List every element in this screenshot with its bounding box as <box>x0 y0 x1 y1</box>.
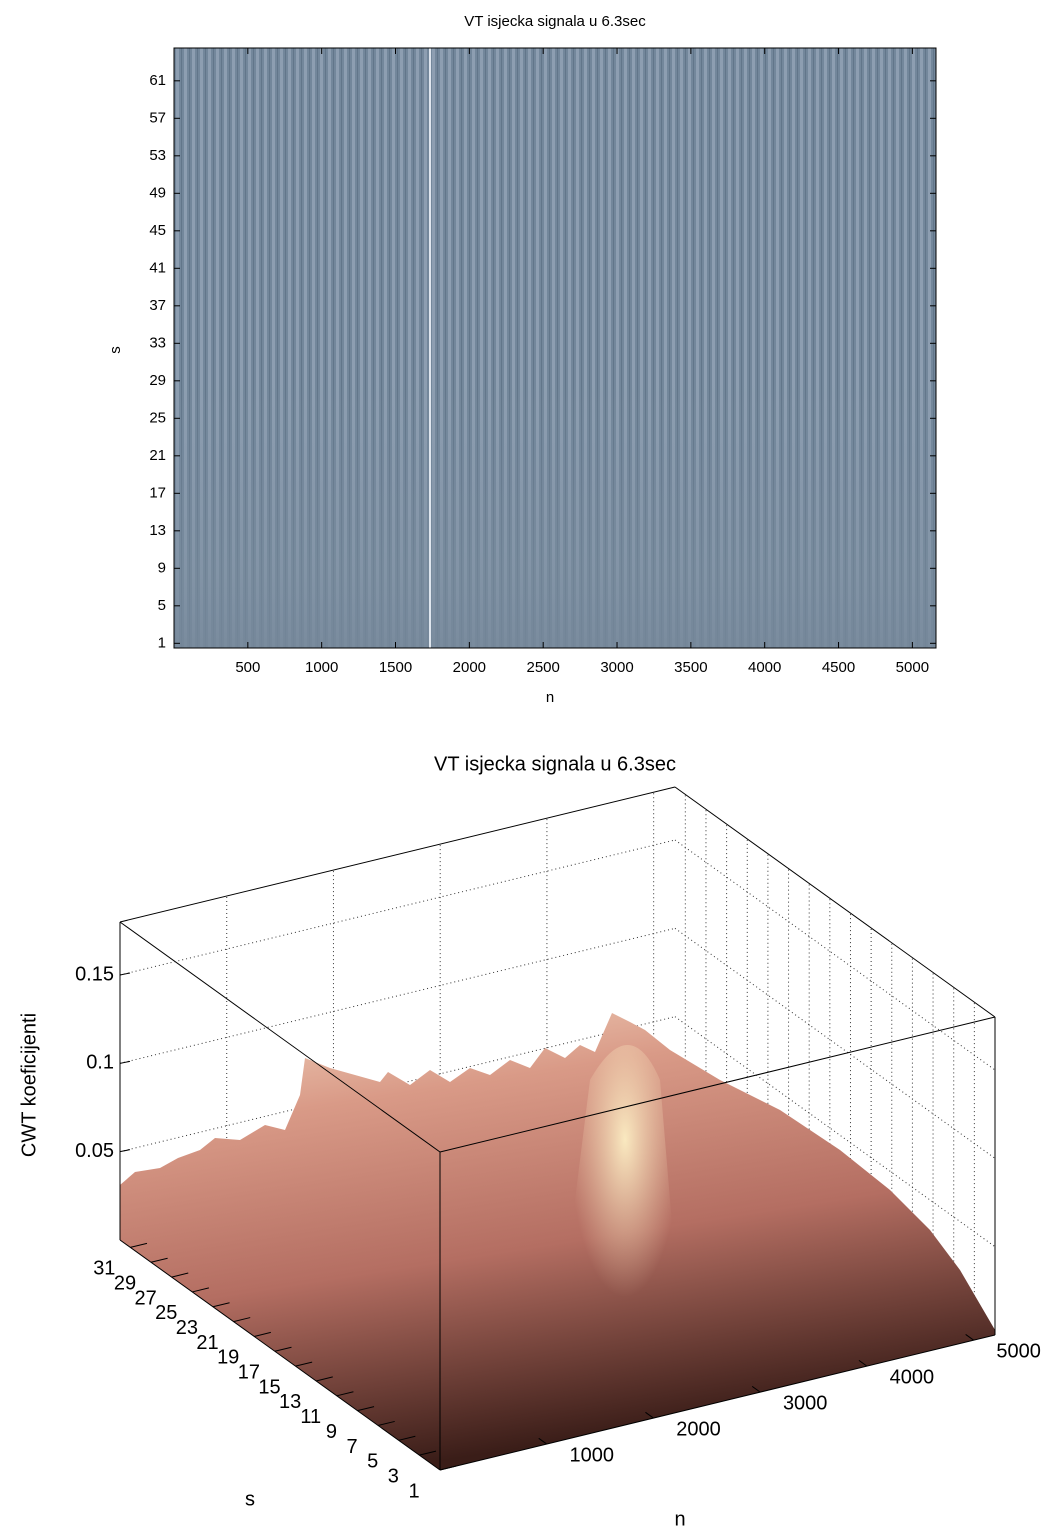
heatmap-shade <box>174 380 936 648</box>
y-tick-label: 61 <box>149 72 166 89</box>
y-tick-label: 3 <box>388 1465 399 1487</box>
x-tick-label: 1000 <box>305 659 338 676</box>
y-tick-label: 7 <box>347 1436 358 1458</box>
x-tick-label: 4000 <box>890 1366 935 1388</box>
x-tick-label: 500 <box>235 659 260 676</box>
y-tick-label: 21 <box>149 447 166 464</box>
box-edge <box>120 922 440 1152</box>
y-tick-label: 1 <box>158 634 166 651</box>
y-tick-label: 49 <box>149 184 166 201</box>
chart-title: VT isjecka signala u 6.3sec <box>434 753 676 775</box>
box-edge <box>675 787 995 1017</box>
z-tick-label: 0.1 <box>86 1052 114 1074</box>
y-tick-label: 5 <box>367 1451 378 1473</box>
x-tick-label: 2000 <box>676 1418 721 1440</box>
heatmap-chart: VT isjecka signala u 6.3sec n s 500 1000 1… <box>107 13 936 706</box>
y-tick-label: 21 <box>196 1332 218 1354</box>
chart-title: VT isjecka signala u 6.3sec <box>464 13 646 30</box>
y-axis-label: s <box>107 346 124 354</box>
y-tick-label: 41 <box>149 259 166 276</box>
x-axis-label: n <box>546 689 554 706</box>
y-tick-label: 15 <box>258 1376 280 1398</box>
y-tick-label: 9 <box>158 559 166 576</box>
y-tick-label: 25 <box>155 1302 177 1324</box>
box-edge <box>120 787 675 922</box>
z-tick <box>120 973 130 975</box>
y-tick-label: 13 <box>149 522 166 539</box>
y-tick-label: 29 <box>149 372 166 389</box>
y-tick-label: 57 <box>149 109 166 126</box>
y-tick-label: 1 <box>408 1480 419 1502</box>
y-tick-label: 17 <box>149 484 166 501</box>
figure: VT isjecka signala u 6.3sec n s 500 1000 1… <box>0 0 1053 1530</box>
y-tick-label: 11 <box>300 1406 321 1428</box>
x-tick-label: 5000 <box>896 659 929 676</box>
y-tick-label: 23 <box>176 1317 198 1339</box>
surface <box>120 1013 995 1470</box>
x-tick-label: 4500 <box>822 659 855 676</box>
y-tick-label: 25 <box>149 409 166 426</box>
y-tick-label: 33 <box>149 334 166 351</box>
y-tick-label: 19 <box>217 1347 239 1369</box>
y-tick-label: 27 <box>134 1287 156 1309</box>
grid-line <box>675 840 995 1070</box>
x-tick-label: 1000 <box>569 1444 614 1466</box>
y-tick-label: 53 <box>149 147 166 164</box>
x-tick-label: 1500 <box>379 659 412 676</box>
y-tick-label: 13 <box>279 1391 301 1413</box>
x-tick-label: 2000 <box>453 659 486 676</box>
x-axis-label: n <box>674 1508 685 1530</box>
x-tick-label: 5000 <box>996 1340 1041 1362</box>
x-tick-label: 3000 <box>783 1392 828 1414</box>
z-tick <box>120 1150 130 1152</box>
x-tick-label: 3500 <box>674 659 707 676</box>
y-tick-label: 17 <box>238 1362 260 1384</box>
z-axis-label: CWT koeficijenti <box>18 1013 40 1157</box>
z-tick-label: 0.15 <box>75 963 114 985</box>
y-tick-label: 29 <box>114 1273 136 1295</box>
surface-chart: 1000200030004000500013579111315171921232… <box>18 753 1041 1530</box>
y-tick-label: 5 <box>158 597 166 614</box>
grid-line <box>120 840 675 975</box>
y-tick-label: 9 <box>326 1421 337 1443</box>
x-tick-label: 2500 <box>526 659 559 676</box>
y-tick-label: 31 <box>93 1258 115 1280</box>
z-tick-label: 0.05 <box>75 1140 114 1162</box>
y-tick-label: 45 <box>149 222 166 239</box>
y-axis-label: s <box>245 1488 255 1510</box>
grid-line <box>120 928 675 1063</box>
y-tick-label: 37 <box>149 297 166 314</box>
z-tick <box>120 1061 130 1063</box>
x-tick-label: 4000 <box>748 659 781 676</box>
x-tick-label: 3000 <box>600 659 633 676</box>
heatmap-streak <box>429 48 431 648</box>
